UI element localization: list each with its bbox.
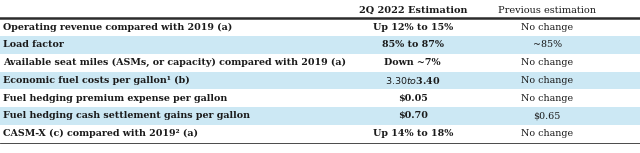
Text: Fuel hedging cash settlement gains per gallon: Fuel hedging cash settlement gains per g…	[3, 112, 250, 120]
Text: 2Q 2022 Estimation: 2Q 2022 Estimation	[358, 6, 467, 15]
Text: Operating revenue compared with 2019 (a): Operating revenue compared with 2019 (a)	[3, 23, 232, 32]
Text: Available seat miles (ASMs, or capacity) compared with 2019 (a): Available seat miles (ASMs, or capacity)…	[3, 58, 346, 67]
Text: 85% to 87%: 85% to 87%	[382, 41, 444, 49]
Bar	[0, 36, 640, 54]
Text: Down ~7%: Down ~7%	[385, 58, 441, 67]
Text: Previous estimation: Previous estimation	[498, 6, 596, 15]
Text: No change: No change	[521, 129, 573, 138]
Text: Economic fuel costs per gallon¹ (b): Economic fuel costs per gallon¹ (b)	[3, 76, 190, 85]
Text: No change: No change	[521, 76, 573, 85]
Text: $0.05: $0.05	[398, 94, 428, 103]
Text: Up 14% to 18%: Up 14% to 18%	[372, 129, 453, 138]
Text: CASM-X (c) compared with 2019² (a): CASM-X (c) compared with 2019² (a)	[3, 129, 198, 138]
Text: Fuel hedging premium expense per gallon: Fuel hedging premium expense per gallon	[3, 94, 227, 103]
Text: $3.30 to $3.40: $3.30 to $3.40	[385, 75, 440, 86]
Text: No change: No change	[521, 58, 573, 67]
Bar	[0, 72, 640, 89]
Bar	[0, 107, 640, 125]
Text: No change: No change	[521, 94, 573, 103]
Text: $0.70: $0.70	[398, 112, 428, 120]
Text: $0.65: $0.65	[534, 112, 561, 120]
Text: Load factor: Load factor	[3, 41, 64, 49]
Text: ~85%: ~85%	[532, 41, 562, 49]
Text: Up 12% to 15%: Up 12% to 15%	[372, 23, 453, 32]
Text: No change: No change	[521, 23, 573, 32]
